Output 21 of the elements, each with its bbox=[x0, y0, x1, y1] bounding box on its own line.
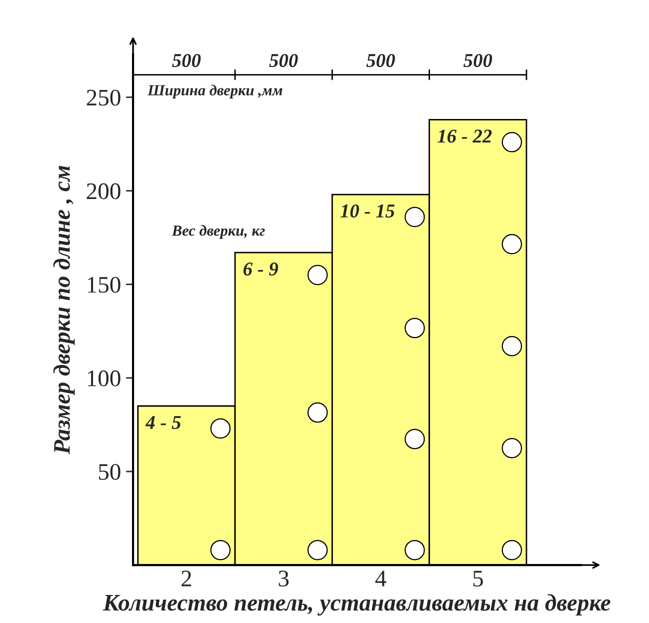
annotation: 500 bbox=[366, 54, 395, 68]
annotation: 16 - 22 bbox=[438, 130, 492, 143]
annotation: Ширина дверки ,мм bbox=[147, 84, 282, 99]
y-axis-title: Размер дверки по длине , см bbox=[53, 166, 75, 454]
annotation: 10 - 15 bbox=[340, 204, 395, 218]
x-tick-label: 4 bbox=[375, 570, 386, 586]
x-axis-title: Количество петель, устанавливаемых на дверке bbox=[102, 594, 610, 616]
y-tick-label: 150 bbox=[88, 276, 120, 293]
y-tick-label: 250 bbox=[86, 90, 120, 106]
annotation: 6 - 9 bbox=[243, 262, 278, 276]
annotation: 500 bbox=[464, 54, 492, 68]
annotation: 4 - 5 bbox=[145, 416, 181, 430]
annotation: 500 bbox=[172, 54, 201, 68]
annotation: 500 bbox=[269, 54, 298, 68]
annotation: Вес дверки, кг bbox=[172, 225, 265, 239]
y-tick-label: 100 bbox=[88, 370, 120, 386]
y-tick-label: 50 bbox=[99, 464, 120, 480]
x-tick-label: 5 bbox=[473, 570, 483, 587]
x-tick-label: 3 bbox=[278, 570, 289, 587]
x-tick-label: 2 bbox=[182, 570, 192, 586]
y-tick-label: 200 bbox=[86, 183, 120, 200]
